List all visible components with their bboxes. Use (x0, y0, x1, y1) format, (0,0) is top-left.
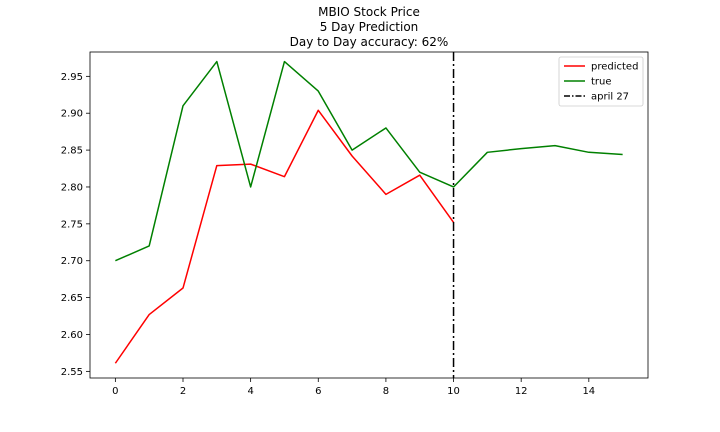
y-tick-label: 2.85 (61, 146, 83, 157)
plot-area: 0 2 4 6 8 10 12 14 2.55 2.60 2.65 2.70 2.75 2.80 2.85 2… (61, 51, 649, 397)
series-line-predicted (114, 109, 455, 364)
legend-box (558, 56, 644, 107)
y-tick-label: 2.65 (61, 293, 83, 304)
x-tick-label: 10 (447, 386, 460, 397)
y-tick-label: 2.90 (61, 109, 83, 120)
title-line-3: Day to Day accuracy: 62% (290, 35, 449, 49)
legend-label: april 27 (591, 92, 629, 103)
x-tick-label: 4 (247, 386, 253, 397)
legend: predicted true april 27 (558, 56, 644, 107)
x-tick-label: 14 (582, 386, 595, 397)
x-tick-label: 0 (112, 386, 118, 397)
x-tick-label: 6 (315, 386, 321, 397)
axes-frame (89, 51, 649, 379)
legend-label: predicted (591, 62, 638, 73)
x-tick-label: 8 (383, 386, 389, 397)
legend-label: true (591, 77, 612, 88)
y-tick-label: 2.80 (61, 182, 83, 193)
x-tick-label: 12 (515, 386, 528, 397)
series-line-true (115, 60, 623, 262)
y-tick-label: 2.60 (61, 330, 83, 341)
y-tick-label: 2.70 (61, 256, 83, 267)
y-tick-label: 2.95 (61, 72, 83, 83)
y-tick-label: 2.55 (61, 367, 83, 378)
title-line-1: MBIO Stock Price (318, 5, 420, 19)
chart-title: MBIO Stock Price 5 Day Prediction Day to… (290, 5, 449, 49)
title-line-2: 5 Day Prediction (320, 20, 419, 34)
y-tick-label: 2.75 (61, 219, 83, 230)
x-tick-label: 2 (180, 386, 186, 397)
